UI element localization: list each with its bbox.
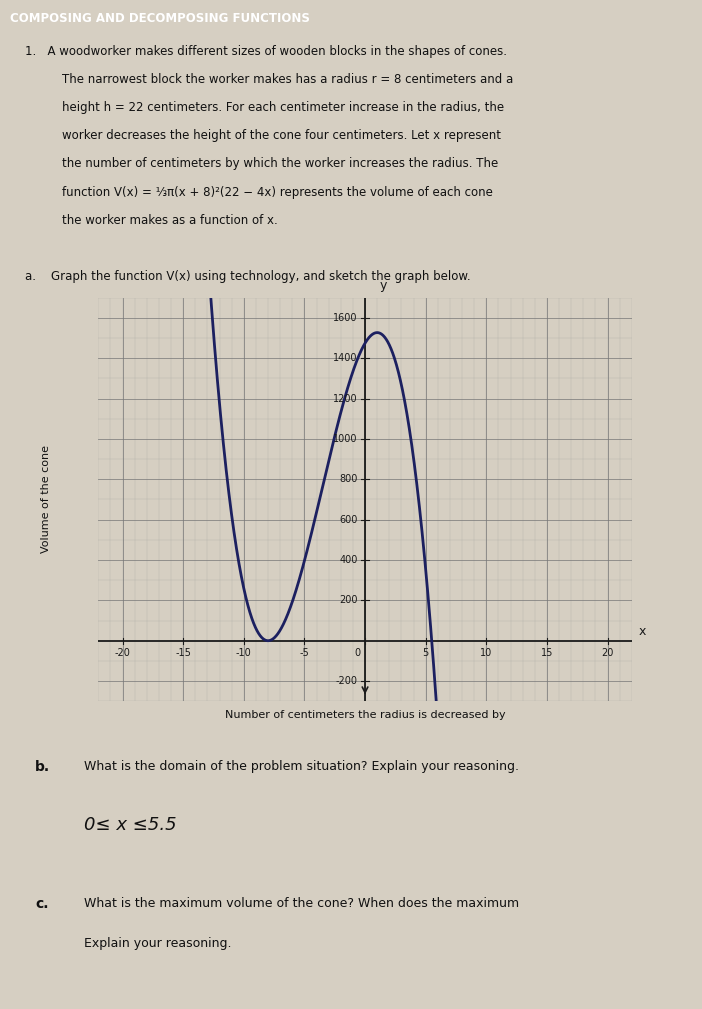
Text: 5: 5 — [423, 648, 429, 658]
Text: -20: -20 — [114, 648, 131, 658]
Text: y: y — [380, 278, 387, 292]
Text: 20: 20 — [602, 648, 614, 658]
Text: 1600: 1600 — [333, 313, 358, 323]
Text: 0≤ x ≤5.5: 0≤ x ≤5.5 — [84, 816, 177, 834]
Text: -5: -5 — [300, 648, 310, 658]
Text: 600: 600 — [339, 515, 358, 525]
Text: the number of centimeters by which the worker increases the radius. The: the number of centimeters by which the w… — [62, 157, 498, 171]
Text: 800: 800 — [339, 474, 358, 484]
Text: 1000: 1000 — [333, 434, 358, 444]
Text: Explain your reasoning.: Explain your reasoning. — [84, 936, 232, 949]
Text: 400: 400 — [339, 555, 358, 565]
Text: What is the maximum volume of the cone? When does the maximum: What is the maximum volume of the cone? … — [84, 897, 519, 910]
Text: 15: 15 — [541, 648, 553, 658]
Text: 1.   A woodworker makes different sizes of wooden blocks in the shapes of cones.: 1. A woodworker makes different sizes of… — [25, 44, 507, 58]
Text: c.: c. — [35, 897, 48, 911]
Text: Volume of the cone: Volume of the cone — [41, 445, 51, 554]
Text: height h = 22 centimeters. For each centimeter increase in the radius, the: height h = 22 centimeters. For each cent… — [62, 101, 504, 114]
Text: 1200: 1200 — [333, 394, 358, 404]
Text: a.    Graph the function V(x) using technology, and sketch the graph below.: a. Graph the function V(x) using technol… — [25, 270, 470, 284]
Text: 10: 10 — [480, 648, 492, 658]
Text: -200: -200 — [336, 676, 358, 686]
Text: the worker makes as a function of x.: the worker makes as a function of x. — [62, 214, 277, 227]
Text: function V(x) = ⅓π(x + 8)²(22 − 4x) represents the volume of each cone: function V(x) = ⅓π(x + 8)²(22 − 4x) repr… — [62, 186, 493, 199]
Text: Number of centimeters the radius is decreased by: Number of centimeters the radius is decr… — [225, 709, 505, 719]
Text: COMPOSING AND DECOMPOSING FUNCTIONS: COMPOSING AND DECOMPOSING FUNCTIONS — [10, 12, 310, 25]
Text: The narrowest block the worker makes has a radius r = 8 centimeters and a: The narrowest block the worker makes has… — [62, 73, 513, 86]
Text: -10: -10 — [236, 648, 251, 658]
Text: -15: -15 — [176, 648, 191, 658]
Text: x: x — [639, 625, 647, 638]
Text: 200: 200 — [339, 595, 358, 605]
Text: worker decreases the height of the cone four centimeters. Let x represent: worker decreases the height of the cone … — [62, 129, 501, 142]
Text: What is the domain of the problem situation? Explain your reasoning.: What is the domain of the problem situat… — [84, 761, 519, 773]
Text: 1400: 1400 — [333, 353, 358, 363]
Text: 0: 0 — [354, 648, 360, 658]
Text: b.: b. — [35, 761, 51, 774]
